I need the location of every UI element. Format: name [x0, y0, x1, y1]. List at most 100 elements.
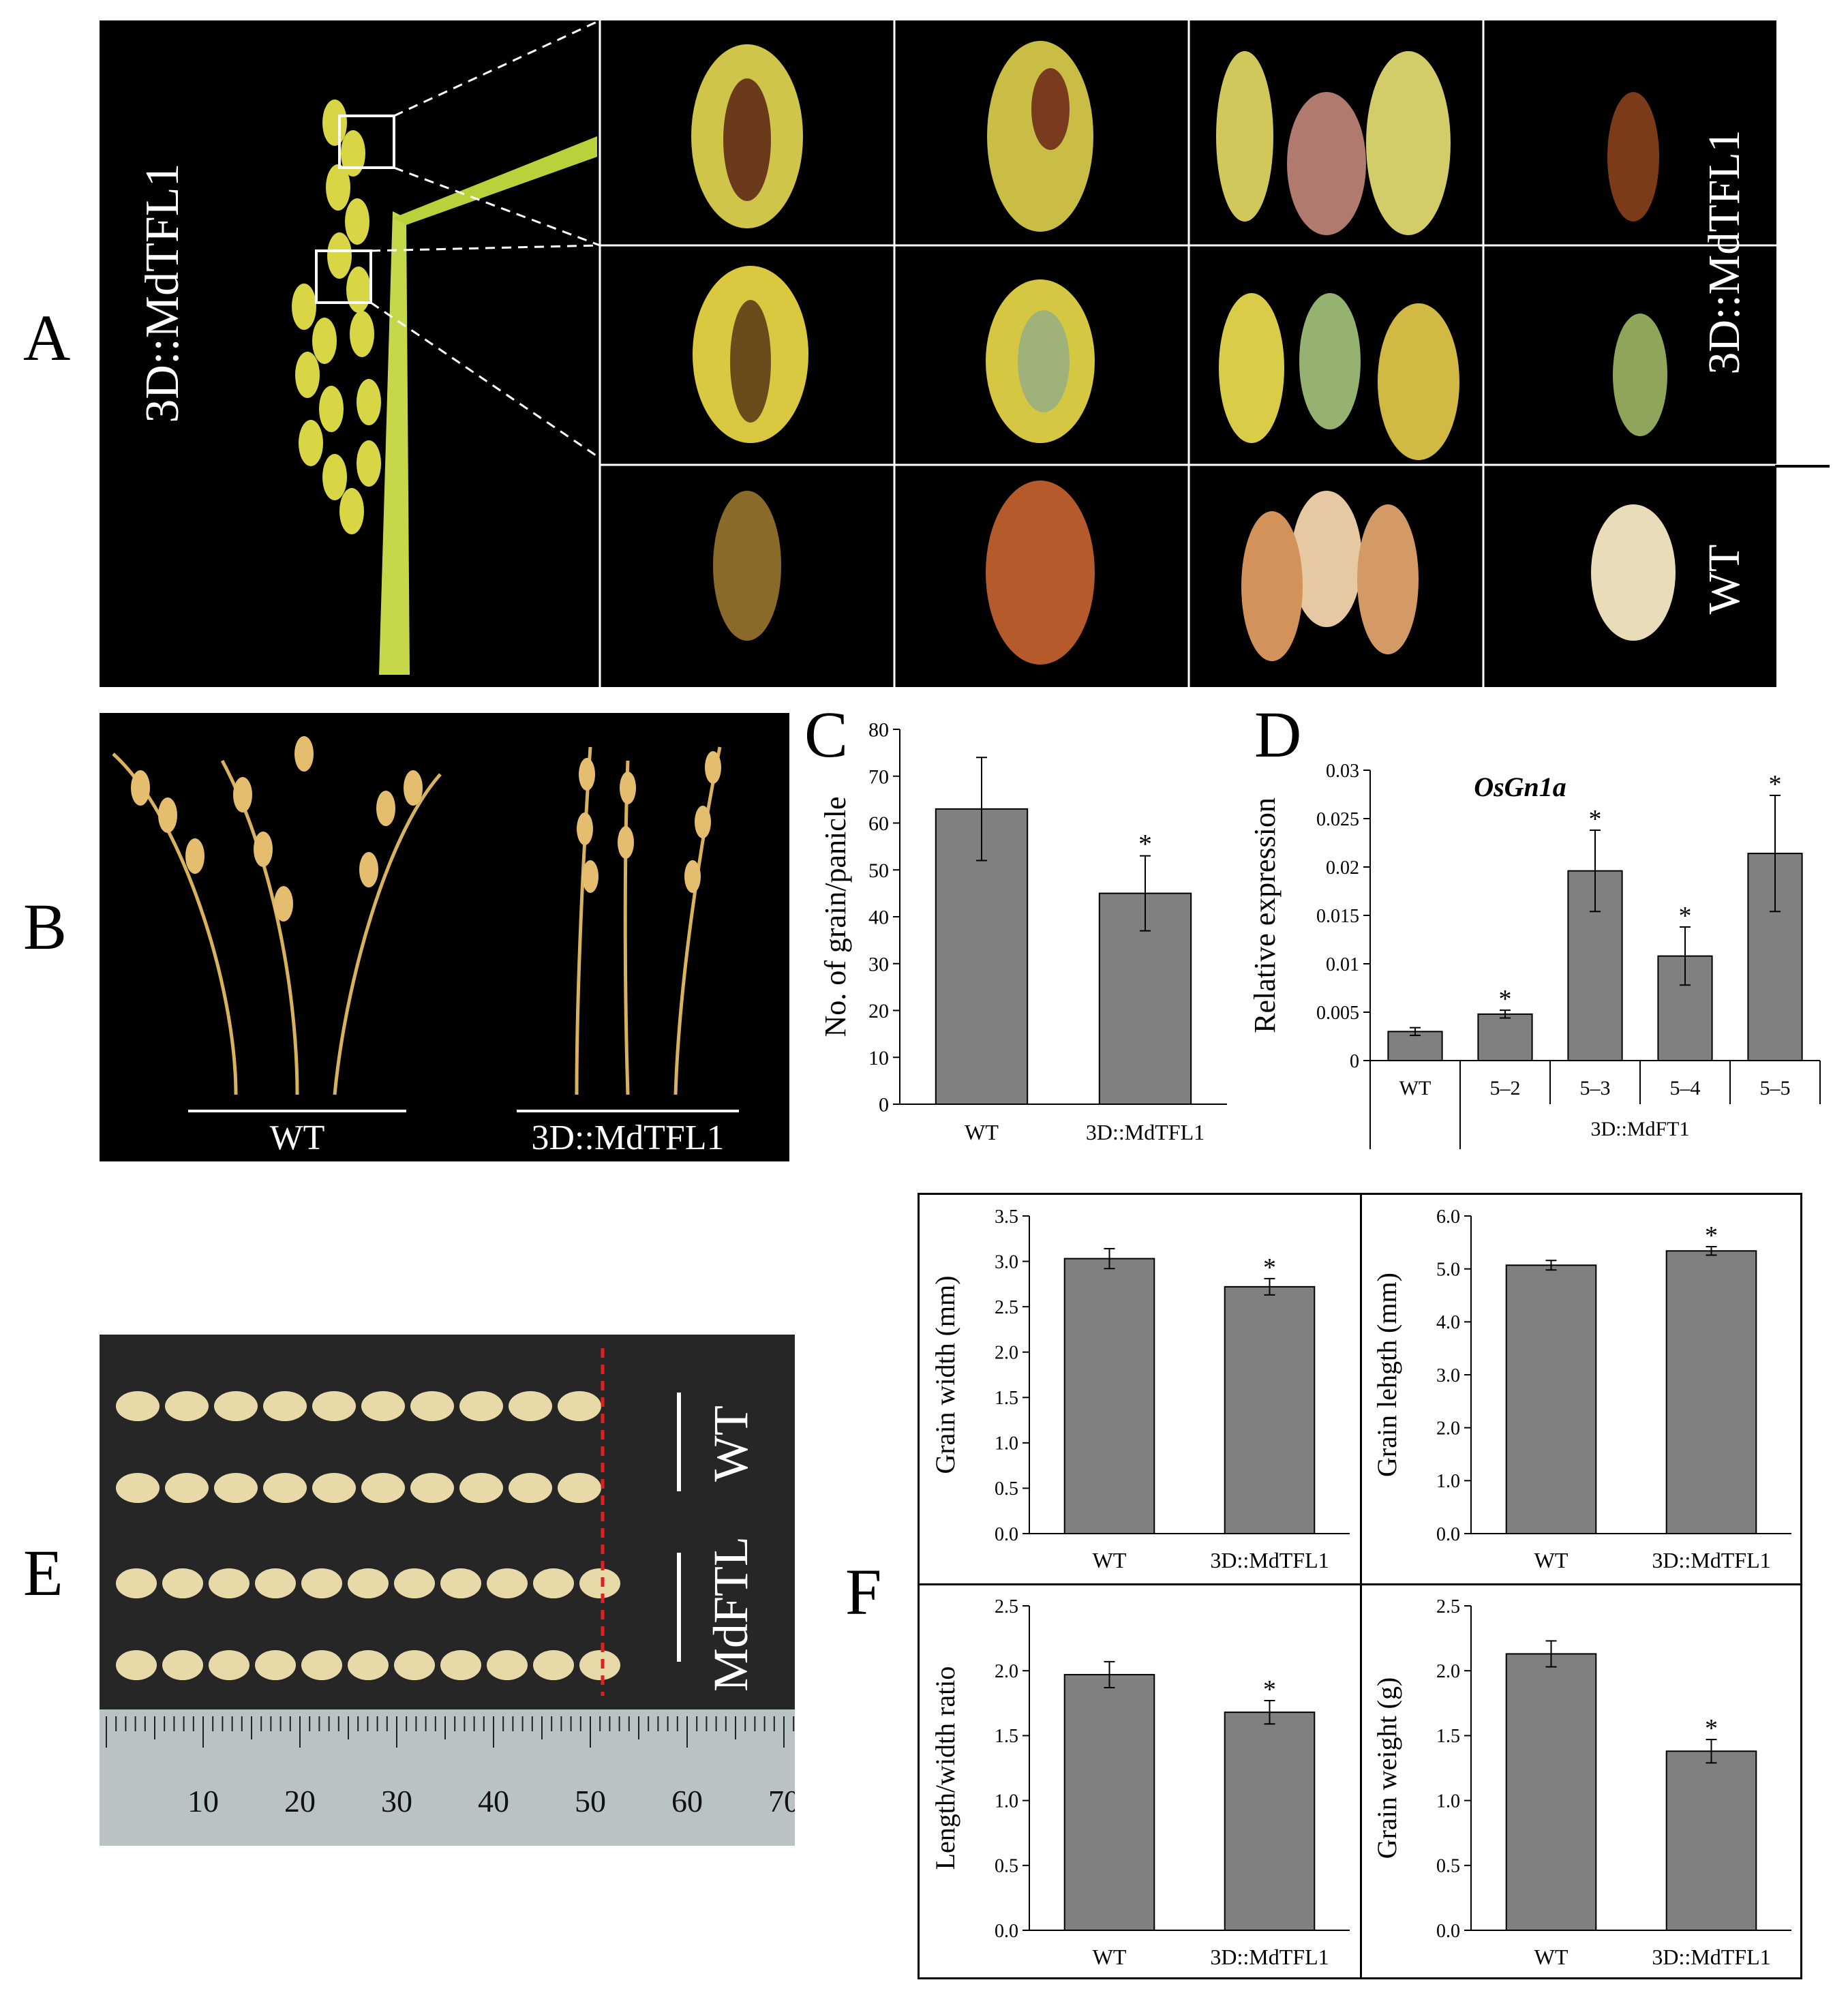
- panel-label-e: E: [23, 1536, 63, 1609]
- y-tick-label: 0.0: [1436, 1921, 1460, 1942]
- grain: [533, 1568, 574, 1598]
- category-label: 5–5: [1760, 1077, 1791, 1099]
- bar: [1477, 1013, 1533, 1061]
- ruler-number: 10: [187, 1784, 219, 1819]
- bar: [1063, 1673, 1155, 1932]
- y-tick-label: 0.005: [1316, 1003, 1359, 1024]
- chart-c: 0 10 20 30 40 50 60 70 80 No. of grain/panicle WT *…: [819, 719, 1227, 1144]
- y-tick-label: 2.0: [1436, 1661, 1460, 1682]
- grain: [263, 1473, 307, 1503]
- y-tick-label: 0.0: [995, 1921, 1018, 1942]
- grain: [214, 1391, 258, 1421]
- grain: [558, 1391, 601, 1421]
- significance-marker: *: [1705, 1221, 1718, 1250]
- grain: [410, 1391, 454, 1421]
- ruler-number: 50: [575, 1784, 606, 1819]
- grain: [579, 1650, 620, 1680]
- bar: [1224, 1711, 1316, 1932]
- grain: [301, 1568, 342, 1598]
- category-label: 3D::MdTFL1: [1652, 1945, 1770, 1969]
- y-tick-label: 3.0: [1436, 1365, 1460, 1386]
- bar: [1505, 1264, 1597, 1534]
- grain: [162, 1568, 203, 1598]
- grain: [579, 1568, 620, 1598]
- bar: [1063, 1258, 1155, 1534]
- grain: [209, 1568, 249, 1598]
- grain: [361, 1473, 405, 1503]
- panel-label-d: D: [1254, 698, 1302, 771]
- grain: [263, 1391, 307, 1421]
- y-tick-label: 0.5: [995, 1856, 1018, 1877]
- chart-f-grain-length: 0.0 1.0 2.0 3.0 4.0 5.0 6.0 Grain lehgth (mm) WT…: [1372, 1206, 1791, 1572]
- spikelets-row-2: [693, 266, 1667, 460]
- panel-a-grid: [599, 20, 1776, 687]
- grain: [459, 1473, 503, 1503]
- bar: [1665, 1750, 1757, 1932]
- category-label: WT: [965, 1120, 999, 1144]
- bar: [1387, 1031, 1443, 1061]
- panicle-illustration: [292, 20, 601, 675]
- panel-a-side-label: 3D::MdTFL1: [136, 163, 189, 423]
- y-tick-label: 0.0: [1436, 1524, 1460, 1545]
- panel-label-c: C: [804, 698, 849, 771]
- panel-a-separator: [1775, 465, 1830, 468]
- category-label: 5–3: [1580, 1077, 1611, 1099]
- category-label: WT: [1399, 1077, 1432, 1099]
- y-tick-label: 2.5: [1436, 1596, 1460, 1617]
- bar: [1505, 1653, 1597, 1931]
- grain: [116, 1473, 160, 1503]
- chart-d: 0 0.005 0.01 0.015 0.02 0.025 0.03 Relative exp…: [1248, 761, 1821, 1149]
- grain: [255, 1568, 296, 1598]
- grain: [361, 1391, 405, 1421]
- y-tick-label: 0.01: [1326, 954, 1359, 975]
- ruler-number: 30: [381, 1784, 412, 1819]
- grain: [255, 1650, 296, 1680]
- grain: [348, 1650, 389, 1680]
- panel-e-label-wt: WT: [703, 1405, 758, 1482]
- y-tick-label: 3.5: [995, 1206, 1018, 1228]
- panel-e-label-transgenic: MdFTL: [703, 1536, 758, 1692]
- significance-marker: *: [1138, 829, 1152, 859]
- y-tick-label: 1.5: [995, 1388, 1018, 1409]
- y-tick-label: 5.0: [1436, 1259, 1460, 1280]
- y-tick-label: 2.0: [995, 1343, 1018, 1364]
- y-tick-label: 2.0: [995, 1661, 1018, 1682]
- y-tick-label: 70: [868, 765, 889, 788]
- chart-f-grain-weight: 0.0 0.5 1.0 1.5 2.0 2.5 Grain weight (g) WT * 3D:…: [1372, 1596, 1791, 1969]
- category-label: WT: [1093, 1548, 1127, 1572]
- grain: [214, 1473, 258, 1503]
- significance-marker: *: [1499, 985, 1512, 1014]
- grain: [348, 1568, 389, 1598]
- panel-label-f: F: [845, 1555, 882, 1628]
- category-label: 5–4: [1670, 1077, 1701, 1099]
- category-label: WT: [1093, 1945, 1127, 1969]
- panel-a-row-label-transgenic: 3D::MdTFL1: [1699, 130, 1749, 374]
- category-label: WT: [1534, 1945, 1569, 1969]
- y-tick-label: 0.025: [1316, 809, 1359, 830]
- category-label: 3D::MdTFL1: [1210, 1548, 1329, 1572]
- category-label: 5–2: [1490, 1077, 1521, 1099]
- panel-b-photo: WT 3D::MdTFL1: [100, 713, 789, 1161]
- panel-a-photo: 3D::MdTFL1 3D::MdTFL1 WT: [100, 20, 1776, 687]
- y-tick-label: 0: [1350, 1051, 1359, 1072]
- y-tick-label: 0.02: [1326, 857, 1359, 879]
- y-tick-label: 1.0: [1436, 1471, 1460, 1492]
- grain: [558, 1473, 601, 1503]
- grain: [312, 1473, 356, 1503]
- significance-marker: *: [1263, 1253, 1276, 1282]
- grain: [312, 1391, 356, 1421]
- category-label: WT: [1534, 1548, 1569, 1572]
- y-tick-label: 1.0: [995, 1791, 1018, 1812]
- significance-marker: *: [1705, 1714, 1718, 1743]
- category-label: 3D::MdTFL1: [1210, 1945, 1329, 1969]
- y-tick-label: 2.0: [1436, 1418, 1460, 1439]
- y-tick-label: 1.5: [995, 1726, 1018, 1747]
- chart-f-grain-width: 0.0 0.5 1.0 1.5 2.0 2.5 3.0 3.5 Grain width (mm)…: [930, 1206, 1350, 1572]
- y-tick-label: 0.5: [1436, 1856, 1460, 1877]
- y-tick-label: 0.03: [1326, 761, 1359, 782]
- grain: [487, 1650, 528, 1680]
- y-tick-label: 1.0: [1436, 1791, 1460, 1812]
- bar: [1224, 1285, 1316, 1534]
- y-tick-label: 0: [879, 1094, 889, 1116]
- grain: [209, 1650, 249, 1680]
